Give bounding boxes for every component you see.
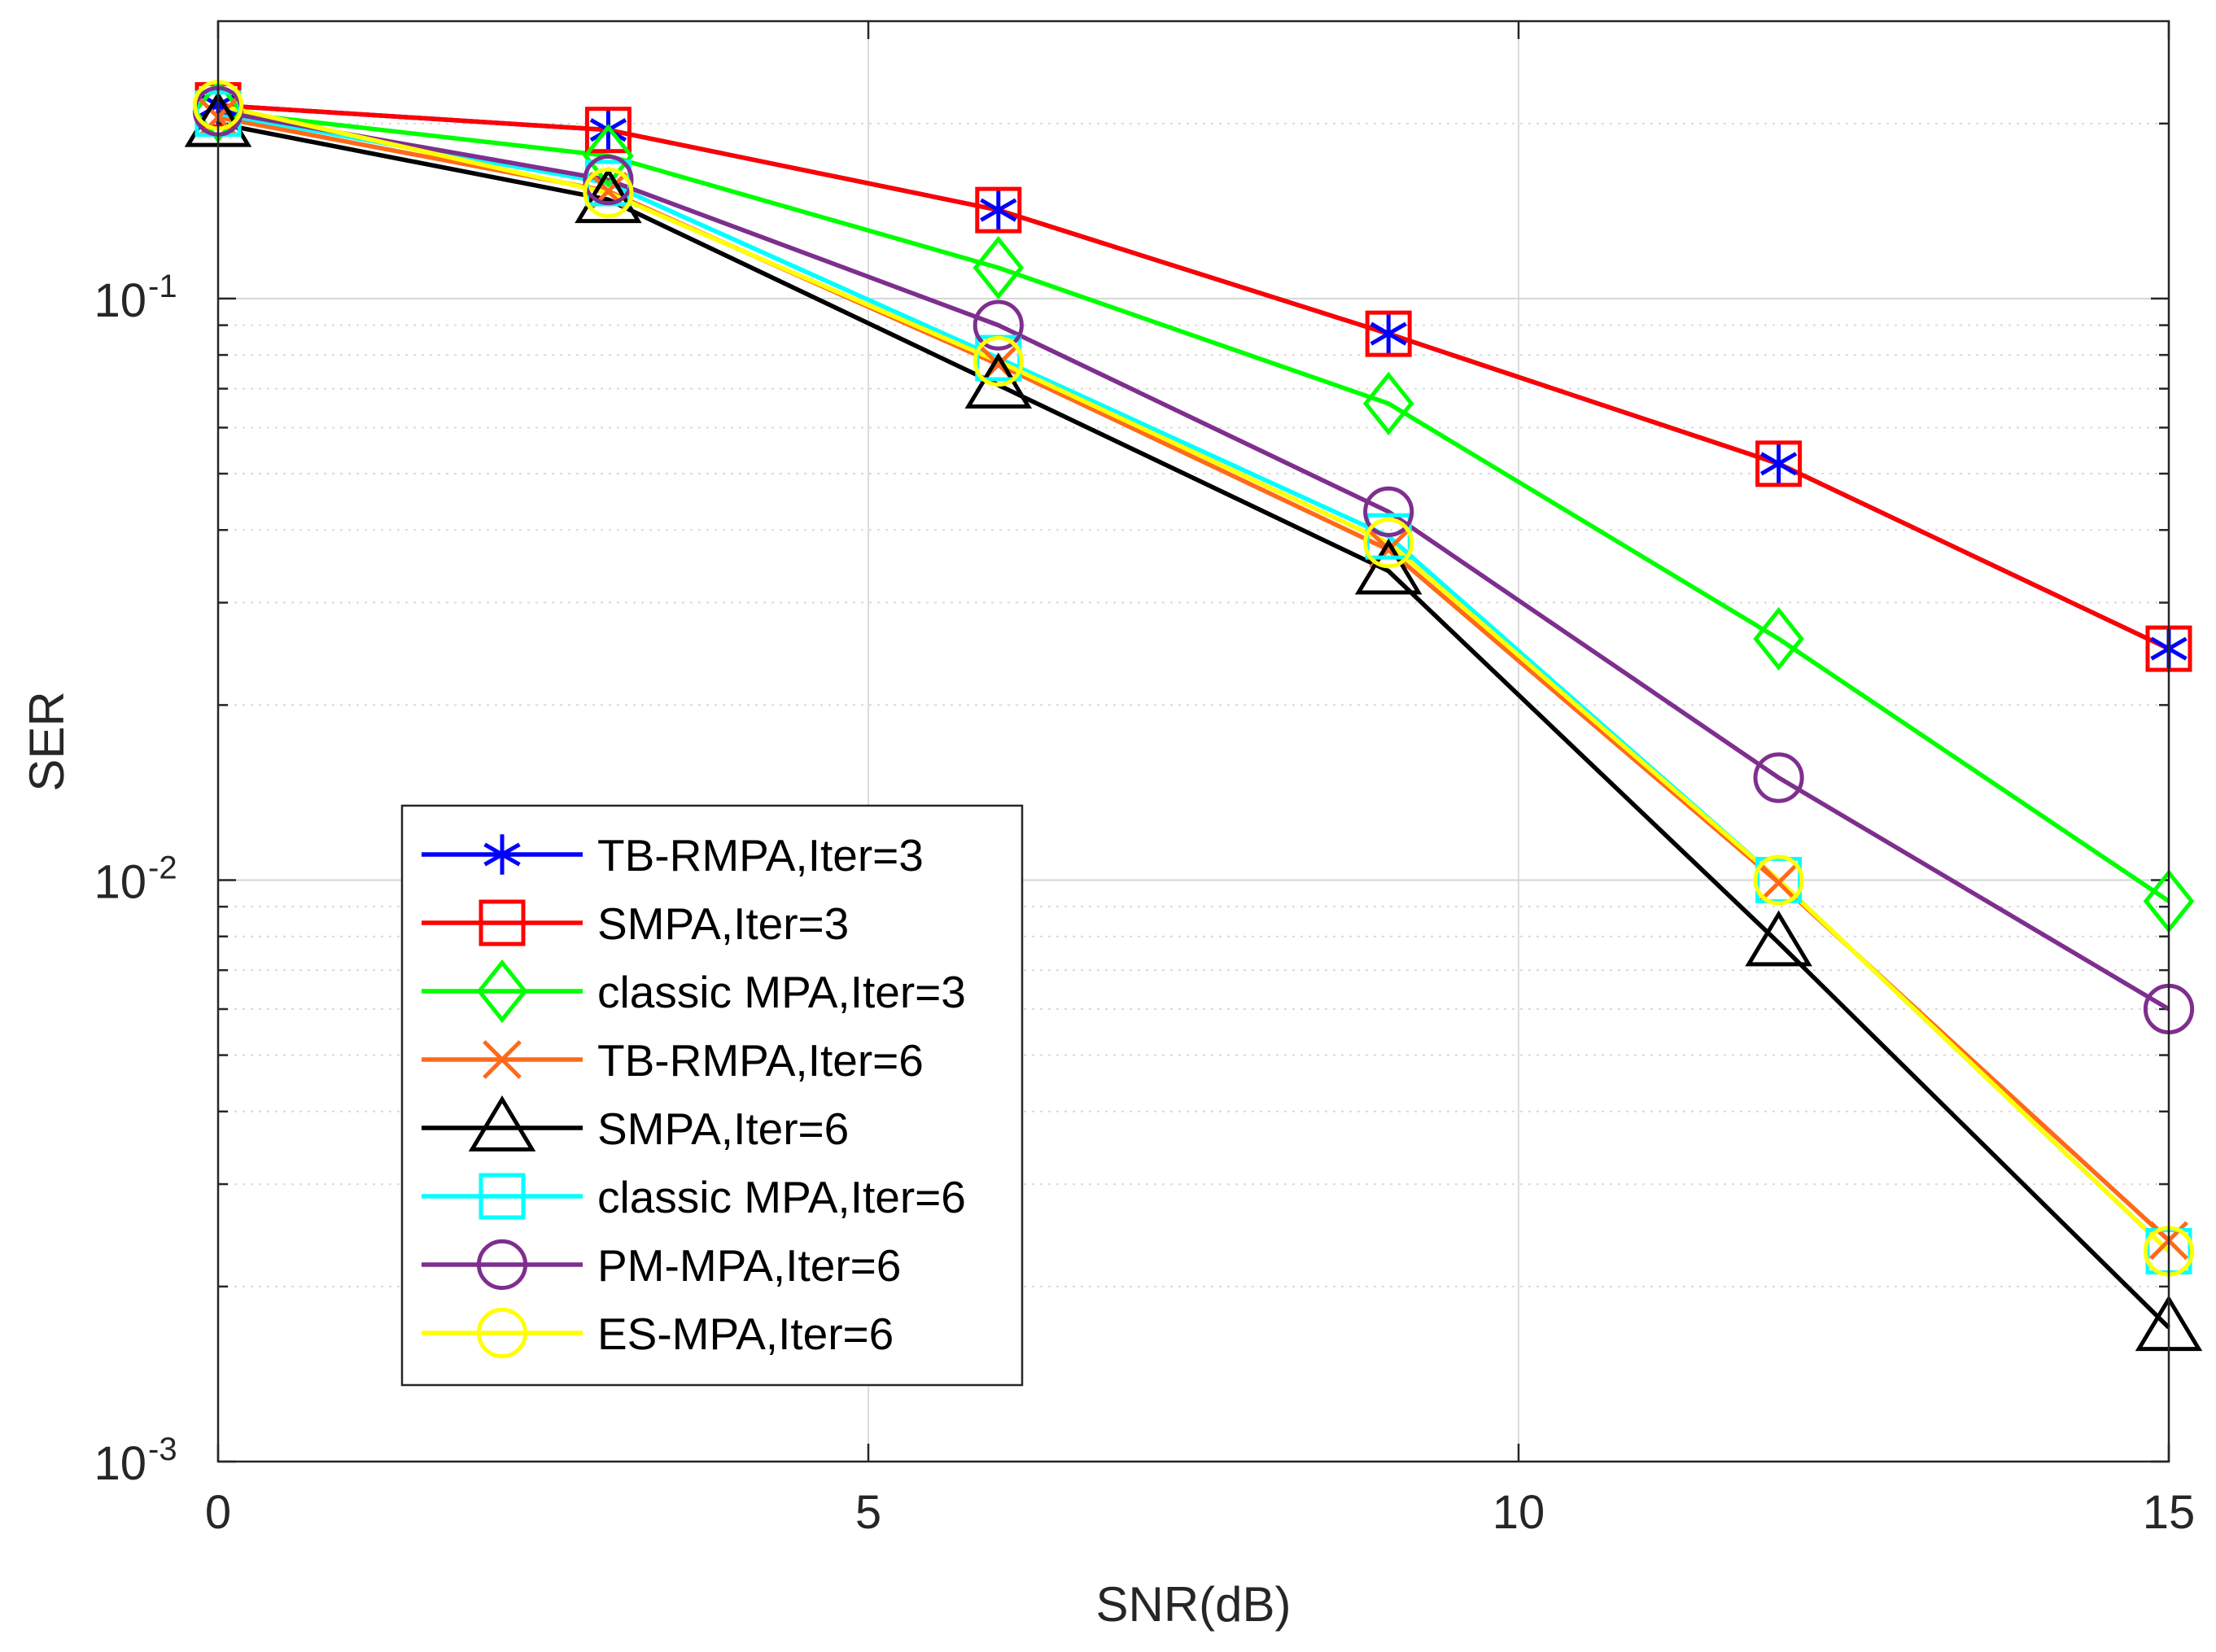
legend-entry: ES-MPA,Iter=6 — [422, 1307, 894, 1359]
x-tick-label: 10 — [1493, 1486, 1545, 1539]
x-tick-label: 0 — [205, 1486, 231, 1539]
series-line-5 — [217, 121, 2170, 1330]
legend-marker — [476, 959, 528, 1024]
legend-label: TB-RMPA,Iter=6 — [597, 1035, 924, 1086]
x-tick-labels: 0 5 10 15 — [205, 1486, 2195, 1539]
y-tick-label: 10-3 — [94, 1431, 177, 1490]
data-point-s7-p3 — [973, 299, 1024, 351]
legend-entry: PM-MPA,Iter=6 — [422, 1239, 901, 1291]
data-point-s7-p2 — [583, 154, 634, 206]
legend-label: PM-MPA,Iter=6 — [597, 1240, 901, 1291]
data-point-s8-p5 — [1753, 854, 1804, 906]
data-point-s3-p2 — [583, 124, 634, 188]
data-point-s6-p5 — [1755, 856, 1803, 903]
data-point-s4-p5 — [1759, 863, 1799, 902]
legend-label: SMPA,Iter=3 — [597, 898, 849, 949]
data-point-s2-p2 — [584, 107, 632, 154]
series-line-8 — [217, 103, 2170, 1253]
data-point-s2-p4 — [1365, 310, 1412, 357]
data-point-s5-p4 — [1354, 538, 1423, 595]
axes-box — [216, 20, 2170, 1463]
data-point-s3-p5 — [1753, 606, 1804, 671]
data-point-s3-p3 — [973, 235, 1025, 300]
series-line-7 — [217, 108, 2170, 1012]
series-line-3 — [217, 108, 2170, 903]
legend-label: classic MPA,Iter=6 — [597, 1172, 966, 1222]
data-point-s8-p3 — [973, 335, 1024, 387]
legend-marker — [479, 1173, 526, 1220]
data-point-s1-p5 — [1759, 444, 1798, 484]
legend-marker — [476, 1239, 528, 1291]
x-tick-label: 5 — [855, 1486, 881, 1539]
legend-label: ES-MPA,Iter=6 — [597, 1309, 894, 1359]
series-line-2 — [217, 103, 2170, 651]
legend-entry: TB-RMPA,Iter=3 — [422, 830, 924, 881]
legend-marker — [483, 834, 521, 875]
legend-entry: classic MPA,Iter=6 — [422, 1172, 966, 1222]
y-tick-label: 10-1 — [94, 269, 177, 327]
legend-label: TB-RMPA,Iter=3 — [597, 830, 924, 881]
data-point-s8-p2 — [583, 167, 634, 219]
legend-label: classic MPA,Iter=3 — [597, 967, 966, 1017]
legend-marker — [479, 899, 526, 946]
data-point-s1-p3 — [980, 190, 1017, 230]
series-lines — [217, 103, 2170, 1330]
data-point-s3-p4 — [1362, 371, 1414, 435]
legend-marker — [476, 1307, 528, 1359]
legend: TB-RMPA,Iter=3 SMPA,Iter=3 classic MPA,Ite… — [400, 804, 1024, 1387]
data-point-s2-p5 — [1755, 440, 1803, 487]
data-point-s2-p3 — [975, 186, 1022, 234]
data-point-s7-p5 — [1753, 752, 1804, 803]
data-point-s7-p4 — [1363, 486, 1414, 537]
data-point-s1-p4 — [1370, 313, 1407, 354]
legend-entry: SMPA,Iter=3 — [422, 898, 849, 949]
legend-marker — [468, 1095, 536, 1152]
legend-marker — [483, 1040, 522, 1079]
y-axis-label: SER — [20, 691, 74, 791]
legend-entry: TB-RMPA,Iter=6 — [422, 1035, 924, 1086]
legend-label: SMPA,Iter=6 — [597, 1104, 849, 1154]
legend-box — [400, 804, 1024, 1387]
legend-entry: classic MPA,Iter=3 — [422, 959, 966, 1024]
y-tick-labels: 10-1 10-2 10-3 — [94, 269, 177, 1490]
x-axis-label: SNR(dB) — [1095, 1577, 1291, 1632]
y-tick-label: 10-2 — [94, 850, 177, 908]
legend-entry: SMPA,Iter=6 — [422, 1095, 849, 1154]
data-point-s5-p5 — [1745, 910, 1812, 967]
data-point-s8-p4 — [1363, 518, 1414, 569]
x-tick-label: 15 — [2143, 1486, 2196, 1539]
